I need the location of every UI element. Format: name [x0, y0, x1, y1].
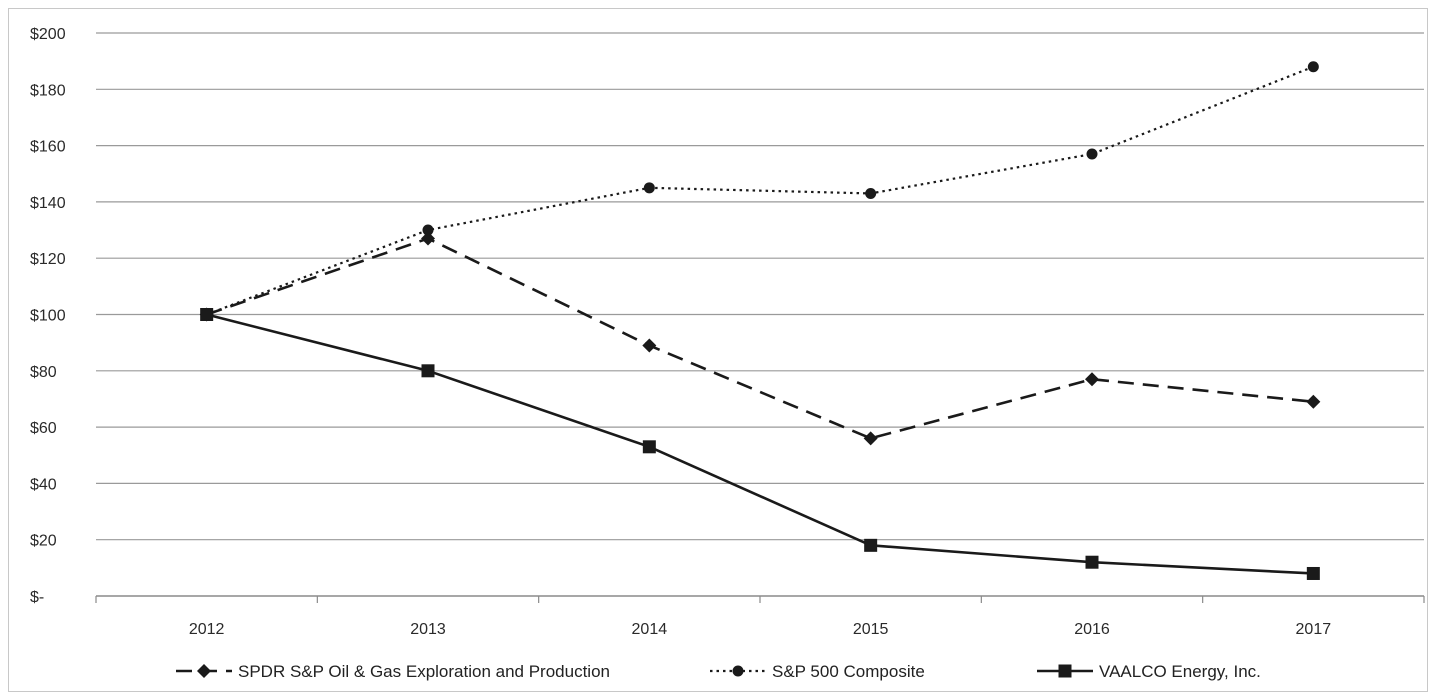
- data-point-diamond: [421, 231, 435, 246]
- data-point-square: [1085, 555, 1099, 569]
- data-point-circle: [201, 309, 213, 320]
- y-tick-label: $120: [30, 251, 66, 268]
- x-tick-label: 2016: [1074, 621, 1110, 638]
- y-tick-label: $60: [30, 420, 57, 437]
- y-tick-label: $-: [30, 589, 44, 606]
- x-tick-label: 2013: [410, 621, 446, 638]
- x-tick-label: 2014: [632, 621, 668, 638]
- data-point-circle: [422, 224, 434, 236]
- data-point-circle: [1086, 148, 1098, 160]
- data-point-diamond: [1306, 394, 1321, 409]
- y-tick-label: $200: [30, 26, 66, 43]
- legend-marker-diamond: [197, 664, 211, 678]
- data-point-square: [1306, 566, 1320, 580]
- y-tick-label: $180: [30, 82, 66, 99]
- y-tick-label: $140: [30, 195, 66, 212]
- legend-marker-circle: [732, 665, 744, 677]
- series-line-circle: [206, 65, 1314, 316]
- legend-label: S&P 500 Composite: [772, 662, 925, 681]
- data-point-diamond: [1085, 372, 1099, 387]
- chart-frame: [8, 8, 1428, 692]
- y-tick-label: $160: [30, 139, 66, 156]
- x-tick-label: 2015: [853, 621, 889, 638]
- data-point-diamond: [863, 431, 878, 446]
- y-tick-label: $40: [30, 476, 57, 493]
- series-line-square: [206, 313, 1314, 575]
- legend-label: VAALCO Energy, Inc.: [1099, 662, 1261, 681]
- series-line-diamond: [206, 237, 1314, 440]
- data-point-square: [642, 440, 656, 454]
- legend-label: SPDR S&P Oil & Gas Exploration and Produ…: [238, 662, 610, 681]
- legend-marker-square: [1058, 664, 1072, 678]
- data-point-square: [421, 364, 435, 378]
- data-point-circle: [1307, 61, 1319, 73]
- data-point-circle: [865, 187, 877, 199]
- y-tick-label: $100: [30, 308, 66, 325]
- x-tick-label: 2012: [189, 621, 225, 638]
- data-point-diamond: [642, 338, 657, 353]
- y-tick-label: $20: [30, 533, 57, 550]
- y-tick-label: $80: [30, 364, 57, 381]
- x-tick-label: 2017: [1296, 621, 1332, 638]
- data-point-circle: [643, 182, 655, 194]
- data-point-square: [864, 538, 878, 552]
